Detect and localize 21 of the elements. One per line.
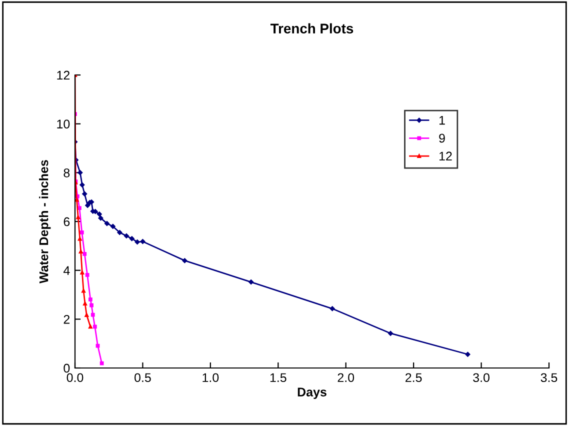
x-tick-label: 1.5 (270, 373, 286, 382)
y-tick-label: 4 (63, 266, 70, 275)
y-tick-label: 10 (57, 120, 70, 128)
y-tick-label: 6 (64, 217, 70, 226)
y-tick-label: 12 (57, 70, 70, 80)
legend-label: 1 (439, 116, 445, 125)
chart-title: Trench Plots (270, 23, 354, 34)
x-tick-label: 2.0 (338, 373, 354, 382)
x-tick-label: 2.5 (406, 373, 422, 382)
x-tick-label: 3.0 (473, 373, 490, 382)
legend-label: 9 (439, 134, 445, 143)
y-tick-label: 8 (64, 168, 70, 178)
x-tick-label: 0.5 (134, 373, 151, 382)
y-tick-label: 0 (64, 364, 70, 373)
y-tick-label: 2 (64, 314, 70, 324)
x-tick-label: 3.5 (540, 373, 558, 382)
x-tick-label: 1.0 (202, 373, 219, 382)
legend-label: 12 (439, 152, 452, 160)
x-tick-label: 0.0 (66, 373, 84, 382)
y-axis-title: Water Depth - inches (39, 160, 51, 284)
x-axis-title: Days (298, 388, 326, 399)
